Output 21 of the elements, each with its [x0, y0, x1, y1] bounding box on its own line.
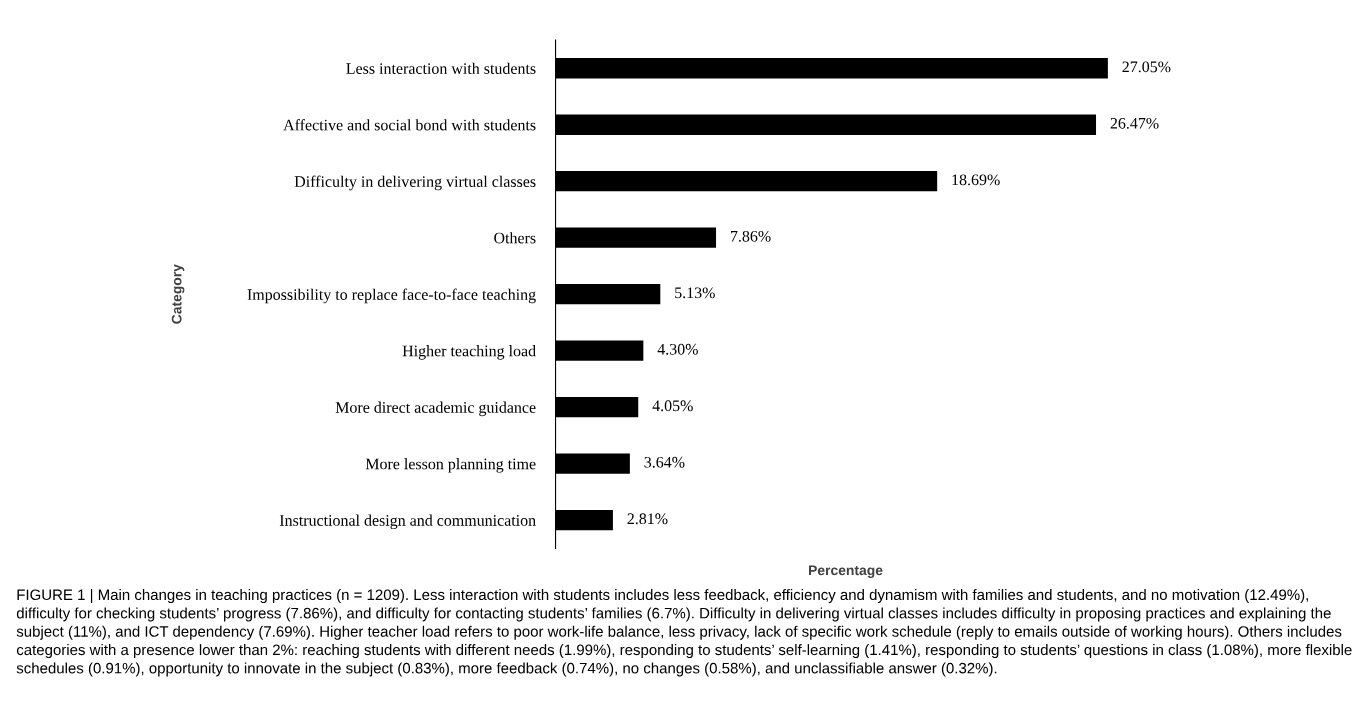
data-label: 3.64% [644, 456, 685, 468]
data-label: 18.69% [952, 174, 1000, 186]
data-label: 5.13% [675, 287, 715, 299]
y-tick-label: More direct academic guidance [335, 401, 536, 417]
y-tick-label: Less interaction with students [346, 62, 536, 74]
y-axis-title: Category [171, 264, 185, 324]
y-tick-label: Affective and social bond with students [283, 119, 536, 131]
y-tick-label: Impossibility to replace face-to-face teaching [247, 288, 536, 304]
data-label: 7.86% [730, 230, 771, 242]
data-label: 2.81% [627, 513, 668, 525]
y-tick-label: Higher teaching load [402, 345, 536, 360]
data-label: 26.47% [1110, 117, 1159, 129]
x-axis-title: Percentage [809, 565, 883, 578]
data-label: 4.05% [652, 400, 693, 412]
y-tick-label: Difficulty in delivering virtual classes [294, 175, 536, 191]
caption: FIGURE 1 | Main changes in teaching practices (n = 1209). Less interaction with students includes less feedback, efficiency and dynamism with families and students, and no motivation (12.49%), difficulty for checking students’ progress (7.86%), and difficulty for contacting students’ families (6.7%). Difficulty in delivering virtual classes includes difficulty in proposing practices and explaining the subject (11%), and ICT dependency (7.69%). Higher teacher load refers to poor work-life balance, less privacy, lack of specific work schedule (reply to emails outside of working hours). Others includes categories with a presence lower than 2%: reaching students with different needs (1.99%), responding to students’ self-learning (1.41%), responding to students’ questions in class (1.08%), more flexible schedules (0.91%), opportunity to innovate in the subject (0.83%), more feedback (0.74%), no changes (0.58%), and unclassifiable answer (0.32%). [16, 589, 1352, 677]
data-label: 4.30% [657, 343, 698, 355]
y-tick-label: Others [494, 232, 536, 244]
y-tick-label: Instructional design and communication [279, 514, 536, 530]
data-label: 27.05% [1122, 61, 1171, 73]
y-tick-label: More lesson planning time [365, 458, 536, 473]
